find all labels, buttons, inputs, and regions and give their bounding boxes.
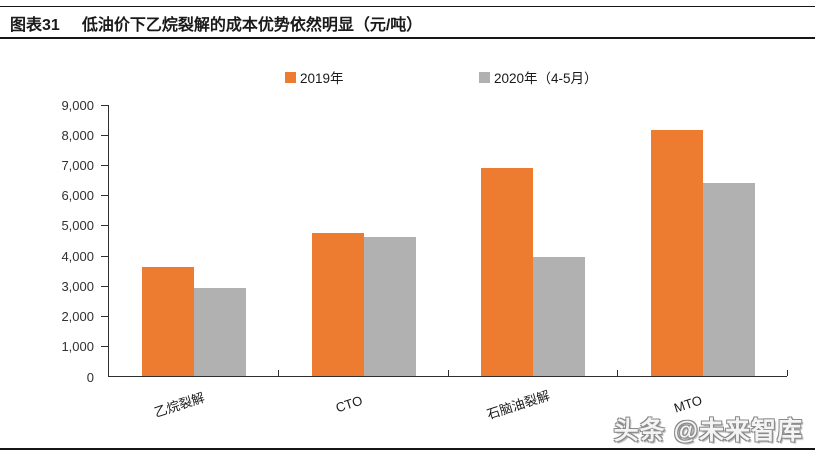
- figure-title-text: 低油价下乙烷裂解的成本优势依然明显（元/吨）: [81, 17, 423, 34]
- y-axis-tick: [101, 316, 108, 318]
- x-axis-tick: [787, 370, 788, 376]
- y-axis-tick: [101, 104, 108, 106]
- bar-2019年-MTO: [651, 129, 704, 376]
- y-axis-tick: [101, 255, 108, 257]
- y-tick-label: 7,000: [61, 157, 94, 173]
- legend-label-2019: 2019年: [300, 71, 344, 86]
- header-top-rule: [0, 6, 815, 7]
- bar-2020年（4-5月）-乙烷裂解: [193, 288, 246, 376]
- y-tick-label: 3,000: [61, 278, 94, 294]
- figure-title: 图表31 低油价下乙烷裂解的成本优势依然明显（元/吨）: [10, 11, 422, 35]
- bar-2019年-CTO: [311, 233, 364, 376]
- legend-swatch-2020: [479, 71, 490, 83]
- bar-2020年（4-5月）-MTO: [703, 182, 756, 376]
- legend-swatch-2019: [285, 71, 296, 83]
- y-axis-labels: 0 1,000 2,000 3,000 4,000 5,000 6,000 7,000 8,00…: [0, 98, 100, 385]
- y-axis-tick: [101, 164, 108, 166]
- y-tick-label: 5,000: [61, 218, 94, 234]
- figure-header: 图表31 低油价下乙烷裂解的成本优势依然明显（元/吨）: [0, 0, 815, 44]
- y-tick-label: 0: [86, 369, 94, 385]
- x-axis-tick: [617, 370, 619, 376]
- legend-label-2020: 2020年（4-5月）: [494, 71, 598, 86]
- y-tick-label: 6,000: [61, 188, 94, 204]
- header-bottom-rule: [0, 37, 815, 39]
- watermark: 头条 @未来智库: [613, 417, 803, 445]
- y-tick-label: 1,000: [61, 339, 94, 355]
- y-axis-tick: [101, 195, 108, 197]
- legend-item-2019: 2019年: [285, 69, 344, 86]
- x-axis-label: CTO: [333, 392, 364, 416]
- y-axis-tick: [101, 285, 108, 287]
- x-axis-tick: [447, 370, 449, 376]
- figure-label: 图表31: [10, 17, 60, 34]
- plot-area: 乙烷裂解 CTO 石脑油裂解 MTO: [101, 104, 788, 422]
- bar-2020年（4-5月）-CTO: [363, 236, 416, 376]
- y-tick-label: 4,000: [61, 248, 94, 264]
- bar-chart: 2019年 2020年（4-5月） 0 1,000 2,000 3,000 4,000 5…: [0, 60, 815, 445]
- y-axis-tick: [101, 225, 108, 227]
- x-axis-tick: [277, 370, 279, 376]
- y-axis-tick: [101, 134, 108, 136]
- x-axis-label: 石脑油裂解: [485, 387, 552, 423]
- bar-2020年（4-5月）-石脑油裂解: [533, 256, 586, 376]
- footer-rule: [0, 448, 815, 450]
- y-tick-label: 2,000: [61, 309, 94, 325]
- bar-2019年-乙烷裂解: [141, 267, 194, 376]
- x-axis-label: 乙烷裂解: [152, 389, 207, 421]
- legend-item-2020: 2020年（4-5月）: [479, 69, 598, 86]
- y-axis-tick: [101, 346, 108, 348]
- bar-2019年-石脑油裂解: [481, 168, 534, 376]
- y-tick-label: 8,000: [61, 127, 94, 143]
- y-tick-label: 9,000: [61, 97, 94, 113]
